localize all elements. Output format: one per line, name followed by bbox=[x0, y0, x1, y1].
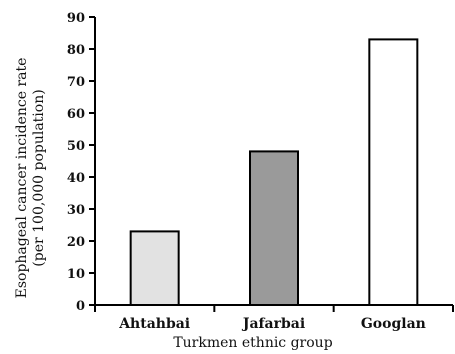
y-tick-label: 90 bbox=[67, 11, 85, 26]
svg-text:Esophageal cancer incidence ra: Esophageal cancer incidence rate bbox=[14, 58, 30, 299]
bar-googlan bbox=[368, 38, 419, 307]
y-tick-label: 60 bbox=[67, 107, 85, 122]
y-tick-label: 40 bbox=[67, 171, 85, 186]
y-tick-label: 80 bbox=[67, 43, 85, 58]
x-tick-label: Googlan bbox=[361, 316, 426, 332]
y-axis-title: Esophageal cancer incidence rate (per 10… bbox=[14, 58, 47, 299]
svg-text:(per 100,000 population): (per 100,000 population) bbox=[31, 89, 47, 266]
bar-ahtahbai bbox=[129, 230, 180, 306]
x-axis-title: Turkmen ethnic group bbox=[173, 335, 332, 351]
x-tick-label: Ahtahbai bbox=[118, 316, 190, 332]
y-axis: 0 10 20 30 40 50 60 70 80 90 bbox=[67, 11, 96, 314]
y-tick-label: 70 bbox=[67, 75, 85, 90]
bar-jafarbai bbox=[249, 150, 299, 306]
x-axis: Ahtahbai Jafarbai Googlan bbox=[94, 304, 454, 332]
x-tick-label: Jafarbai bbox=[241, 316, 305, 332]
y-tick-label: 50 bbox=[67, 139, 85, 154]
y-tick-label: 30 bbox=[67, 203, 85, 218]
y-tick-label: 0 bbox=[76, 299, 85, 314]
y-tick-label: 20 bbox=[67, 235, 85, 250]
bars bbox=[129, 38, 419, 307]
y-tick-label: 10 bbox=[67, 267, 85, 282]
